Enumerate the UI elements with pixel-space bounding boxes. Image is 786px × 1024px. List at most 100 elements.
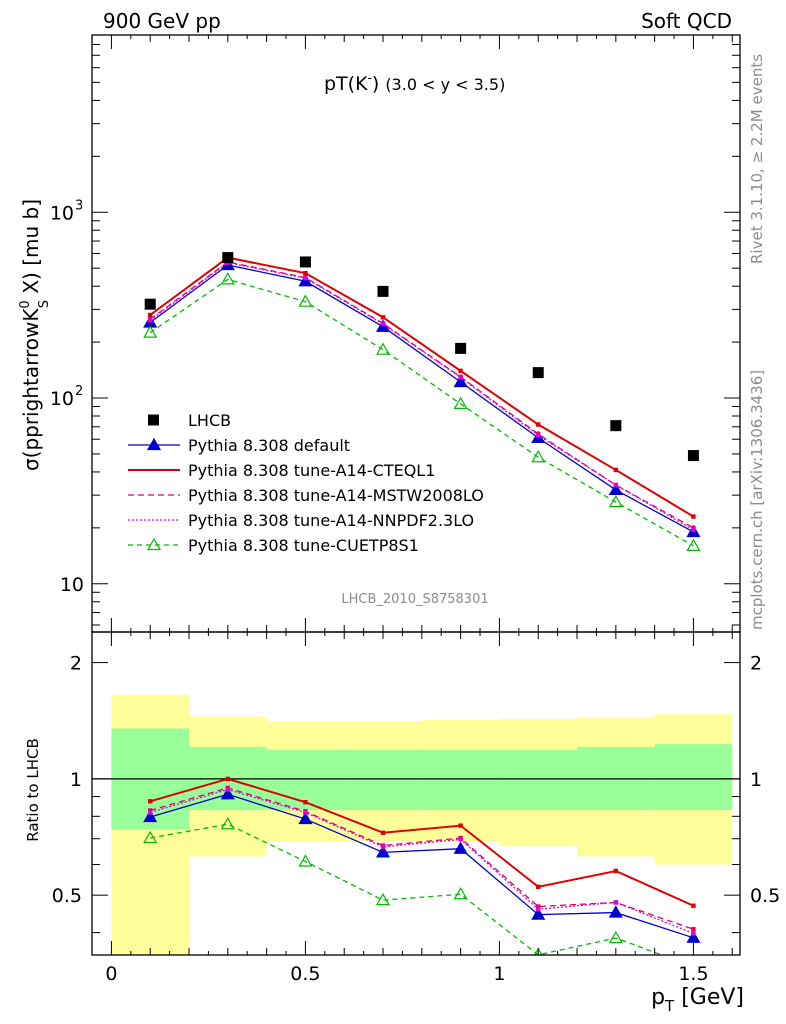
ratio-3-point	[691, 931, 696, 936]
series-line-4	[149, 278, 694, 547]
series-line-1	[149, 256, 694, 518]
x-tick-label: 1.5	[678, 963, 708, 985]
lhcb-data-point	[610, 420, 622, 432]
series-0-point	[608, 482, 623, 496]
y-axis-label: σ(pprightarrowK0 S X) [mu b]	[18, 199, 52, 471]
legend: LHCB Pythia 8.308 default Pythia 8.308 tun…	[128, 411, 484, 555]
plot-title: pT(K-) (3.0 < y < 3.5)	[324, 71, 505, 95]
series-3-point	[691, 527, 696, 533]
lhcb-data-point	[687, 450, 699, 462]
series-3-point	[458, 375, 463, 380]
x-axis-label: pT [GeV]	[651, 985, 744, 1015]
y-tick-exponent: 3	[75, 198, 83, 213]
series-4-point	[608, 494, 623, 508]
series-4-point	[453, 396, 468, 409]
x-tick-label: 0	[105, 963, 117, 985]
ratio-1-point	[613, 868, 619, 874]
header-right: Soft QCD	[641, 9, 732, 33]
ratio-line-4	[150, 823, 664, 955]
lhcb-data-point	[222, 252, 234, 264]
series-3-point	[613, 482, 619, 488]
ratio-1-point	[380, 830, 386, 835]
rivet-version-text: Rivet 3.1.10, ≥ 2.2M events	[748, 54, 766, 264]
legend-marker-4	[146, 537, 162, 551]
ratio-line-2	[150, 787, 694, 930]
ratio-tick-label-right: 1	[750, 769, 762, 791]
ratio-panel-frame	[91, 631, 741, 956]
uncertainty-band-inner	[654, 744, 733, 811]
ratio-3-point	[458, 837, 463, 842]
mcplots-reference-text: mcplots.cern.ch [arXiv:1306.3436]	[748, 370, 766, 630]
series-4-point	[686, 538, 701, 551]
ratio-1-point	[458, 823, 463, 828]
series-4-point	[531, 450, 546, 463]
uncertainty-band-inner	[344, 749, 422, 811]
series-1-point	[691, 514, 696, 519]
ratio-line-0	[150, 793, 694, 939]
ratio-3-point	[148, 810, 153, 815]
ratio-4-point	[298, 854, 313, 867]
ratio-0-point	[298, 811, 313, 825]
legend-label: LHCB	[188, 411, 231, 430]
ratio-1-point	[303, 799, 308, 805]
ratio-1-point	[691, 903, 696, 908]
series-1-point	[380, 315, 386, 320]
main-panel-content	[143, 252, 701, 551]
legend-label: Pythia 8.308 default	[188, 436, 350, 455]
ratio-tick-label-left: 0.5	[52, 885, 82, 907]
series-3-point	[148, 318, 153, 323]
series-line-3	[149, 262, 694, 531]
series-1-point	[613, 467, 619, 473]
y-tick-exponent: 2	[75, 384, 83, 399]
ratio-y-axis-label: Ratio to LHCB	[24, 738, 42, 842]
series-4-point	[375, 342, 391, 355]
series-3-point	[536, 433, 541, 438]
ratio-panel-ticks: 0 0.5 1 1.5 0.5 0.5 1 1 2 2	[52, 653, 780, 985]
series-1-point	[303, 270, 308, 276]
legend-data-marker	[148, 414, 159, 426]
ratio-4-point	[608, 930, 623, 944]
ratio-line-3	[150, 788, 694, 935]
legend-marker-0	[146, 437, 162, 451]
series-4-point	[220, 272, 235, 285]
ratio-0-point	[531, 907, 546, 920]
ratio-3-point	[225, 787, 231, 792]
y-tick-label: 10	[50, 202, 74, 224]
ratio-4-point	[220, 817, 235, 830]
ratio-4-point	[143, 830, 158, 844]
legend-label: Pythia 8.308 tune-A14-CTEQL1	[188, 461, 435, 480]
series-4-point	[298, 294, 313, 307]
ratio-3-point	[303, 810, 308, 815]
ratio-1-point	[148, 799, 153, 804]
ratio-4-point	[534, 947, 543, 955]
legend-label: Pythia 8.308 tune-A14-MSTW2008LO	[188, 486, 484, 505]
x-tick-label: 1	[493, 963, 505, 985]
ratio-2-point	[536, 904, 541, 909]
ratio-0-point	[608, 905, 623, 918]
series-line-0	[149, 264, 694, 533]
uncertainty-band-inner	[499, 749, 578, 811]
lhcb-data-point	[144, 298, 156, 310]
series-3-point	[380, 321, 386, 327]
ratio-panel-content	[92, 694, 740, 955]
series-4-point	[143, 325, 158, 338]
legend-label: Pythia 8.308 tune-A14-NNPDF2.3LO	[188, 511, 474, 530]
ratio-tick-label-right: 2	[750, 653, 762, 675]
ratio-line-1	[149, 777, 694, 907]
series-1-point	[148, 312, 153, 318]
ratio-0-point	[220, 787, 235, 800]
ratio-4-point	[453, 887, 468, 900]
lhcb-data-point	[377, 285, 389, 297]
ratio-tick-label-right: 0.5	[750, 885, 780, 907]
ratio-3-point	[613, 900, 619, 905]
lhcb-data-point	[532, 367, 544, 379]
series-3-point	[303, 275, 308, 281]
y-tick-label: 10	[60, 574, 84, 596]
lhcb-data-point	[455, 342, 467, 354]
ratio-tick-label-left: 2	[70, 653, 82, 675]
ratio-1-point	[225, 776, 231, 782]
ratio-3-point	[380, 844, 386, 850]
ratio-4-point	[375, 892, 391, 906]
